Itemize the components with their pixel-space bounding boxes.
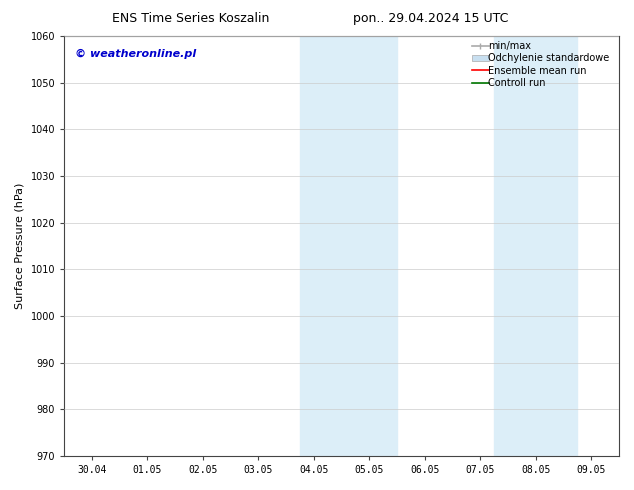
Y-axis label: Surface Pressure (hPa): Surface Pressure (hPa) — [15, 183, 25, 309]
Text: © weatheronline.pl: © weatheronline.pl — [75, 49, 197, 59]
Bar — [300, 36, 397, 456]
Text: ENS Time Series Koszalin: ENS Time Series Koszalin — [112, 12, 269, 25]
Legend: min/max, Odchylenie standardowe, Ensemble mean run, Controll run: min/max, Odchylenie standardowe, Ensembl… — [472, 41, 614, 88]
Text: pon.. 29.04.2024 15 UTC: pon.. 29.04.2024 15 UTC — [353, 12, 509, 25]
Bar — [494, 36, 578, 456]
